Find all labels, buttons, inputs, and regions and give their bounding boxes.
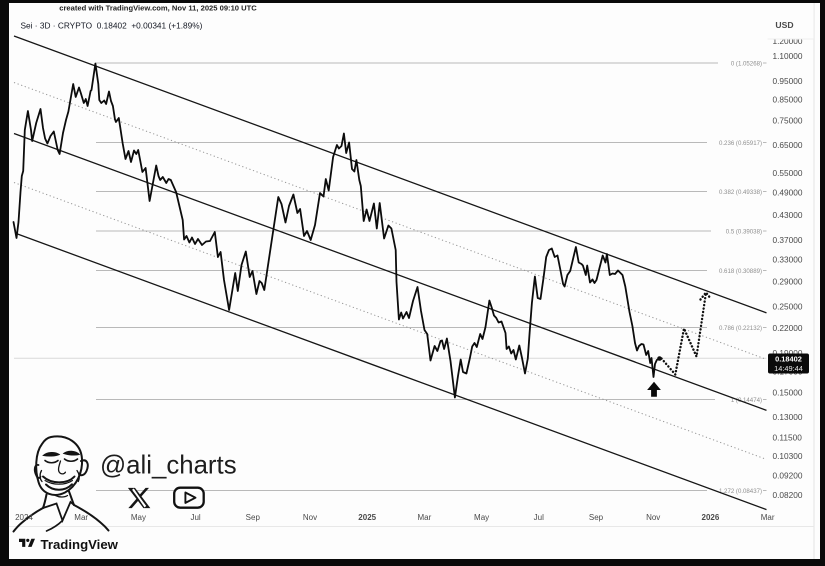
svg-text:@ali_charts: @ali_charts: [100, 452, 237, 480]
svg-text:0.95000: 0.95000: [773, 76, 803, 86]
svg-text:0.25000: 0.25000: [773, 301, 803, 311]
svg-text:0.618 (0.30889): 0.618 (0.30889): [719, 268, 762, 275]
svg-text:May: May: [474, 513, 489, 522]
svg-text:Mar: Mar: [761, 513, 775, 522]
svg-text:1 (0.14474): 1 (0.14474): [731, 397, 762, 404]
svg-text:2025: 2025: [358, 513, 376, 522]
svg-text:1.272 (0.08437): 1.272 (0.08437): [719, 488, 762, 495]
svg-text:1.20000: 1.20000: [773, 36, 803, 46]
svg-text:May: May: [131, 513, 146, 522]
svg-text:0.49000: 0.49000: [773, 188, 803, 198]
svg-text:0.08200: 0.08200: [773, 490, 803, 500]
svg-text:USD: USD: [775, 20, 793, 30]
svg-text:1.10000: 1.10000: [773, 51, 803, 61]
svg-text:0.09200: 0.09200: [773, 470, 803, 480]
svg-text:14:49:44: 14:49:44: [774, 364, 803, 373]
svg-text:0.37000: 0.37000: [773, 235, 803, 245]
svg-text:0.75000: 0.75000: [773, 116, 803, 126]
svg-text:0.11500: 0.11500: [773, 433, 803, 443]
svg-text:0.65000: 0.65000: [773, 140, 803, 150]
svg-text:0.13000: 0.13000: [773, 412, 803, 422]
svg-text:0.786 (0.22132): 0.786 (0.22132): [719, 325, 762, 332]
svg-text:0 (1.05268): 0 (1.05268): [731, 60, 762, 67]
svg-text:0.18402: 0.18402: [775, 355, 802, 364]
svg-text:Nov: Nov: [303, 513, 317, 522]
svg-text:Sep: Sep: [246, 513, 261, 522]
svg-text:2026: 2026: [702, 513, 720, 522]
svg-text:Jul: Jul: [190, 513, 200, 522]
svg-text:0.382 (0.49338): 0.382 (0.49338): [719, 189, 762, 196]
svg-text:0.5 (0.39038): 0.5 (0.39038): [726, 228, 762, 235]
svg-text:Nov: Nov: [646, 513, 660, 522]
svg-text:0.236 (0.65917): 0.236 (0.65917): [719, 140, 762, 147]
svg-text:0.19000: 0.19000: [773, 348, 803, 358]
svg-text:0.22000: 0.22000: [773, 323, 803, 333]
svg-text:0.33000: 0.33000: [773, 255, 803, 265]
svg-text:Mar: Mar: [418, 513, 432, 522]
svg-text:0.85000: 0.85000: [773, 95, 803, 105]
svg-text:Sei · 3D · CRYPTO 0.18402 +0: Sei · 3D · CRYPTO 0.18402 +0.00341 (+1.8…: [21, 20, 203, 30]
svg-text:2024: 2024: [15, 513, 33, 522]
svg-text:0.43000: 0.43000: [773, 210, 803, 220]
svg-text:created with TradingView.com,: created with TradingView.com, Nov 11, 20…: [59, 4, 257, 13]
svg-text:0.29000: 0.29000: [773, 276, 803, 286]
svg-text:Jul: Jul: [534, 513, 544, 522]
svg-text:0.10300: 0.10300: [773, 451, 803, 461]
svg-text:0.15000: 0.15000: [773, 388, 803, 398]
svg-text:Sep: Sep: [589, 513, 604, 522]
svg-text:TradingView: TradingView: [41, 537, 119, 552]
svg-text:Mar: Mar: [74, 513, 88, 522]
svg-text:0.55000: 0.55000: [773, 168, 803, 178]
